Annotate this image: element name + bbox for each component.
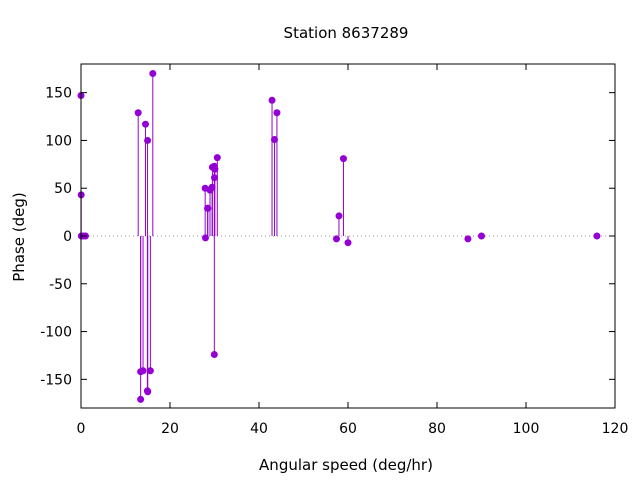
x-tick-label: 100 — [513, 421, 540, 437]
y-tick-label: 100 — [45, 133, 72, 149]
data-point — [144, 136, 152, 144]
x-tick-label: 40 — [250, 421, 268, 437]
y-tick-label: -150 — [40, 372, 72, 388]
data-point — [210, 350, 218, 358]
y-axis-label: Phase (deg) — [10, 192, 28, 282]
y-tick-label: -50 — [49, 277, 72, 293]
y-tick-label: -100 — [40, 325, 72, 341]
data-point — [141, 120, 149, 128]
data-point — [478, 232, 485, 240]
data-point — [344, 239, 352, 247]
data-point — [273, 109, 281, 117]
data-point — [139, 367, 147, 375]
y-tick-label: 150 — [45, 86, 72, 102]
data-point — [134, 109, 142, 117]
data-point — [201, 234, 209, 242]
data-point — [335, 212, 343, 220]
y-tick-label: 50 — [54, 181, 72, 197]
data-point — [270, 135, 278, 143]
x-tick-label: 60 — [339, 421, 357, 437]
data-point — [146, 367, 154, 375]
x-tick-label: 20 — [161, 421, 179, 437]
data-point — [208, 183, 216, 191]
y-tick-label: 0 — [63, 229, 72, 245]
x-axis-label: Angular speed (deg/hr) — [259, 456, 433, 474]
plot-frame — [80, 63, 616, 409]
data-point — [211, 174, 218, 182]
data-point — [213, 154, 221, 162]
x-tick-label: 120 — [602, 421, 629, 437]
data-point — [137, 395, 145, 403]
data-point — [268, 96, 276, 104]
x-tick-label: 0 — [77, 421, 86, 437]
data-point — [593, 232, 601, 240]
data-point — [204, 204, 212, 212]
axis-tick-labels: 0 20 40 60 80 100 120 -150 -100 -50 0 50 100 150 — [40, 86, 628, 437]
data-point — [149, 70, 157, 78]
chart-title: Station 8637289 — [284, 24, 409, 42]
x-tick-label: 80 — [428, 421, 446, 437]
data-point — [144, 388, 152, 396]
data-point — [339, 155, 347, 163]
data-point — [333, 235, 341, 243]
data-point — [464, 235, 472, 243]
data-point — [211, 165, 219, 173]
